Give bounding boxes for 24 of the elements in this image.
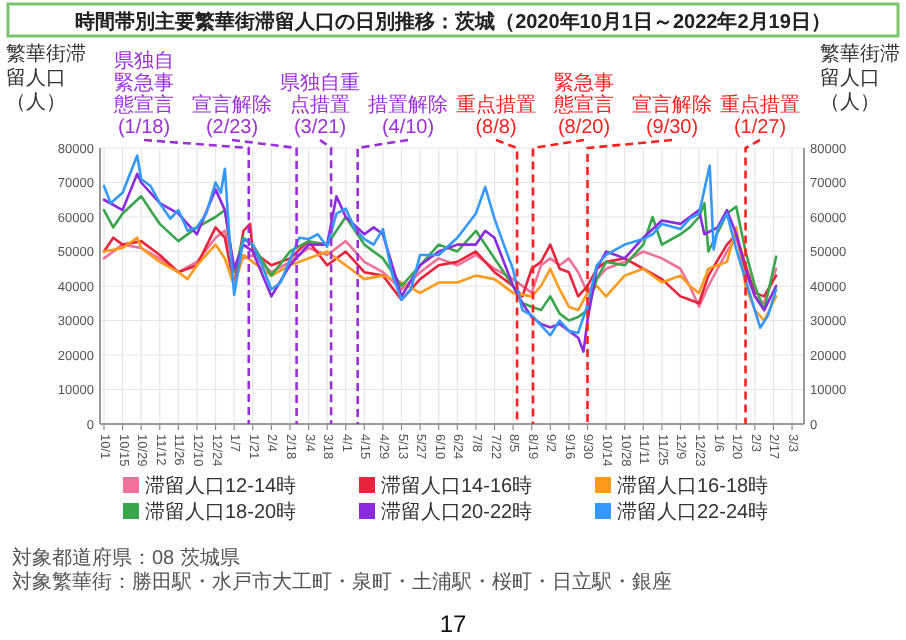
ref-line-label: 県独自緊急事態宣言(1/18) <box>112 49 174 139</box>
text: 17 <box>439 610 467 638</box>
legend-label: 滞留人口20-22時 <box>381 500 533 524</box>
y2-axis-title: 繁華街滞留人口（人） <box>820 42 900 114</box>
ref-line-label: 重点措置(8/8) <box>456 93 536 139</box>
ref-line-label: 重点措置(1/27) <box>720 93 800 139</box>
line-series <box>102 154 778 337</box>
ref-line-label: 宣言解除(2/23) <box>192 93 272 139</box>
ref-line-label: 措置解除(4/10) <box>368 93 448 139</box>
title: 時間帯別主要繁華街滞留人口の日別推移：茨城（2020年10月1日～2022年2月19日） <box>6 2 900 38</box>
legend-label: 滞留人口18-20時 <box>145 500 297 524</box>
text: 対象繁華街：勝田駅・水戸市大工町・泉町・土浦駅・桜町・日立駅・銀座 <box>12 570 672 594</box>
line-series <box>102 195 778 322</box>
legend-label: 滞留人口22-24時 <box>617 500 769 524</box>
ref-line-label: 緊急事態宣言(8/20) <box>552 71 614 139</box>
legend-label: 滞留人口16-18時 <box>617 474 769 498</box>
legend-label: 滞留人口12-14時 <box>145 474 297 498</box>
line-series <box>102 172 778 353</box>
text: 対象都道府県：08 茨城県 <box>12 546 240 570</box>
legend-label: 滞留人口14-16時 <box>381 474 533 498</box>
line-series <box>102 226 778 322</box>
ref-line-label: 宣言解除(9/30) <box>632 93 712 139</box>
y-axis-title: 繁華街滞留人口（人） <box>6 42 86 114</box>
chart-title: 時間帯別主要繁華街滞留人口の日別推移：茨城（2020年10月1日～2022年2月19日） <box>75 10 831 34</box>
